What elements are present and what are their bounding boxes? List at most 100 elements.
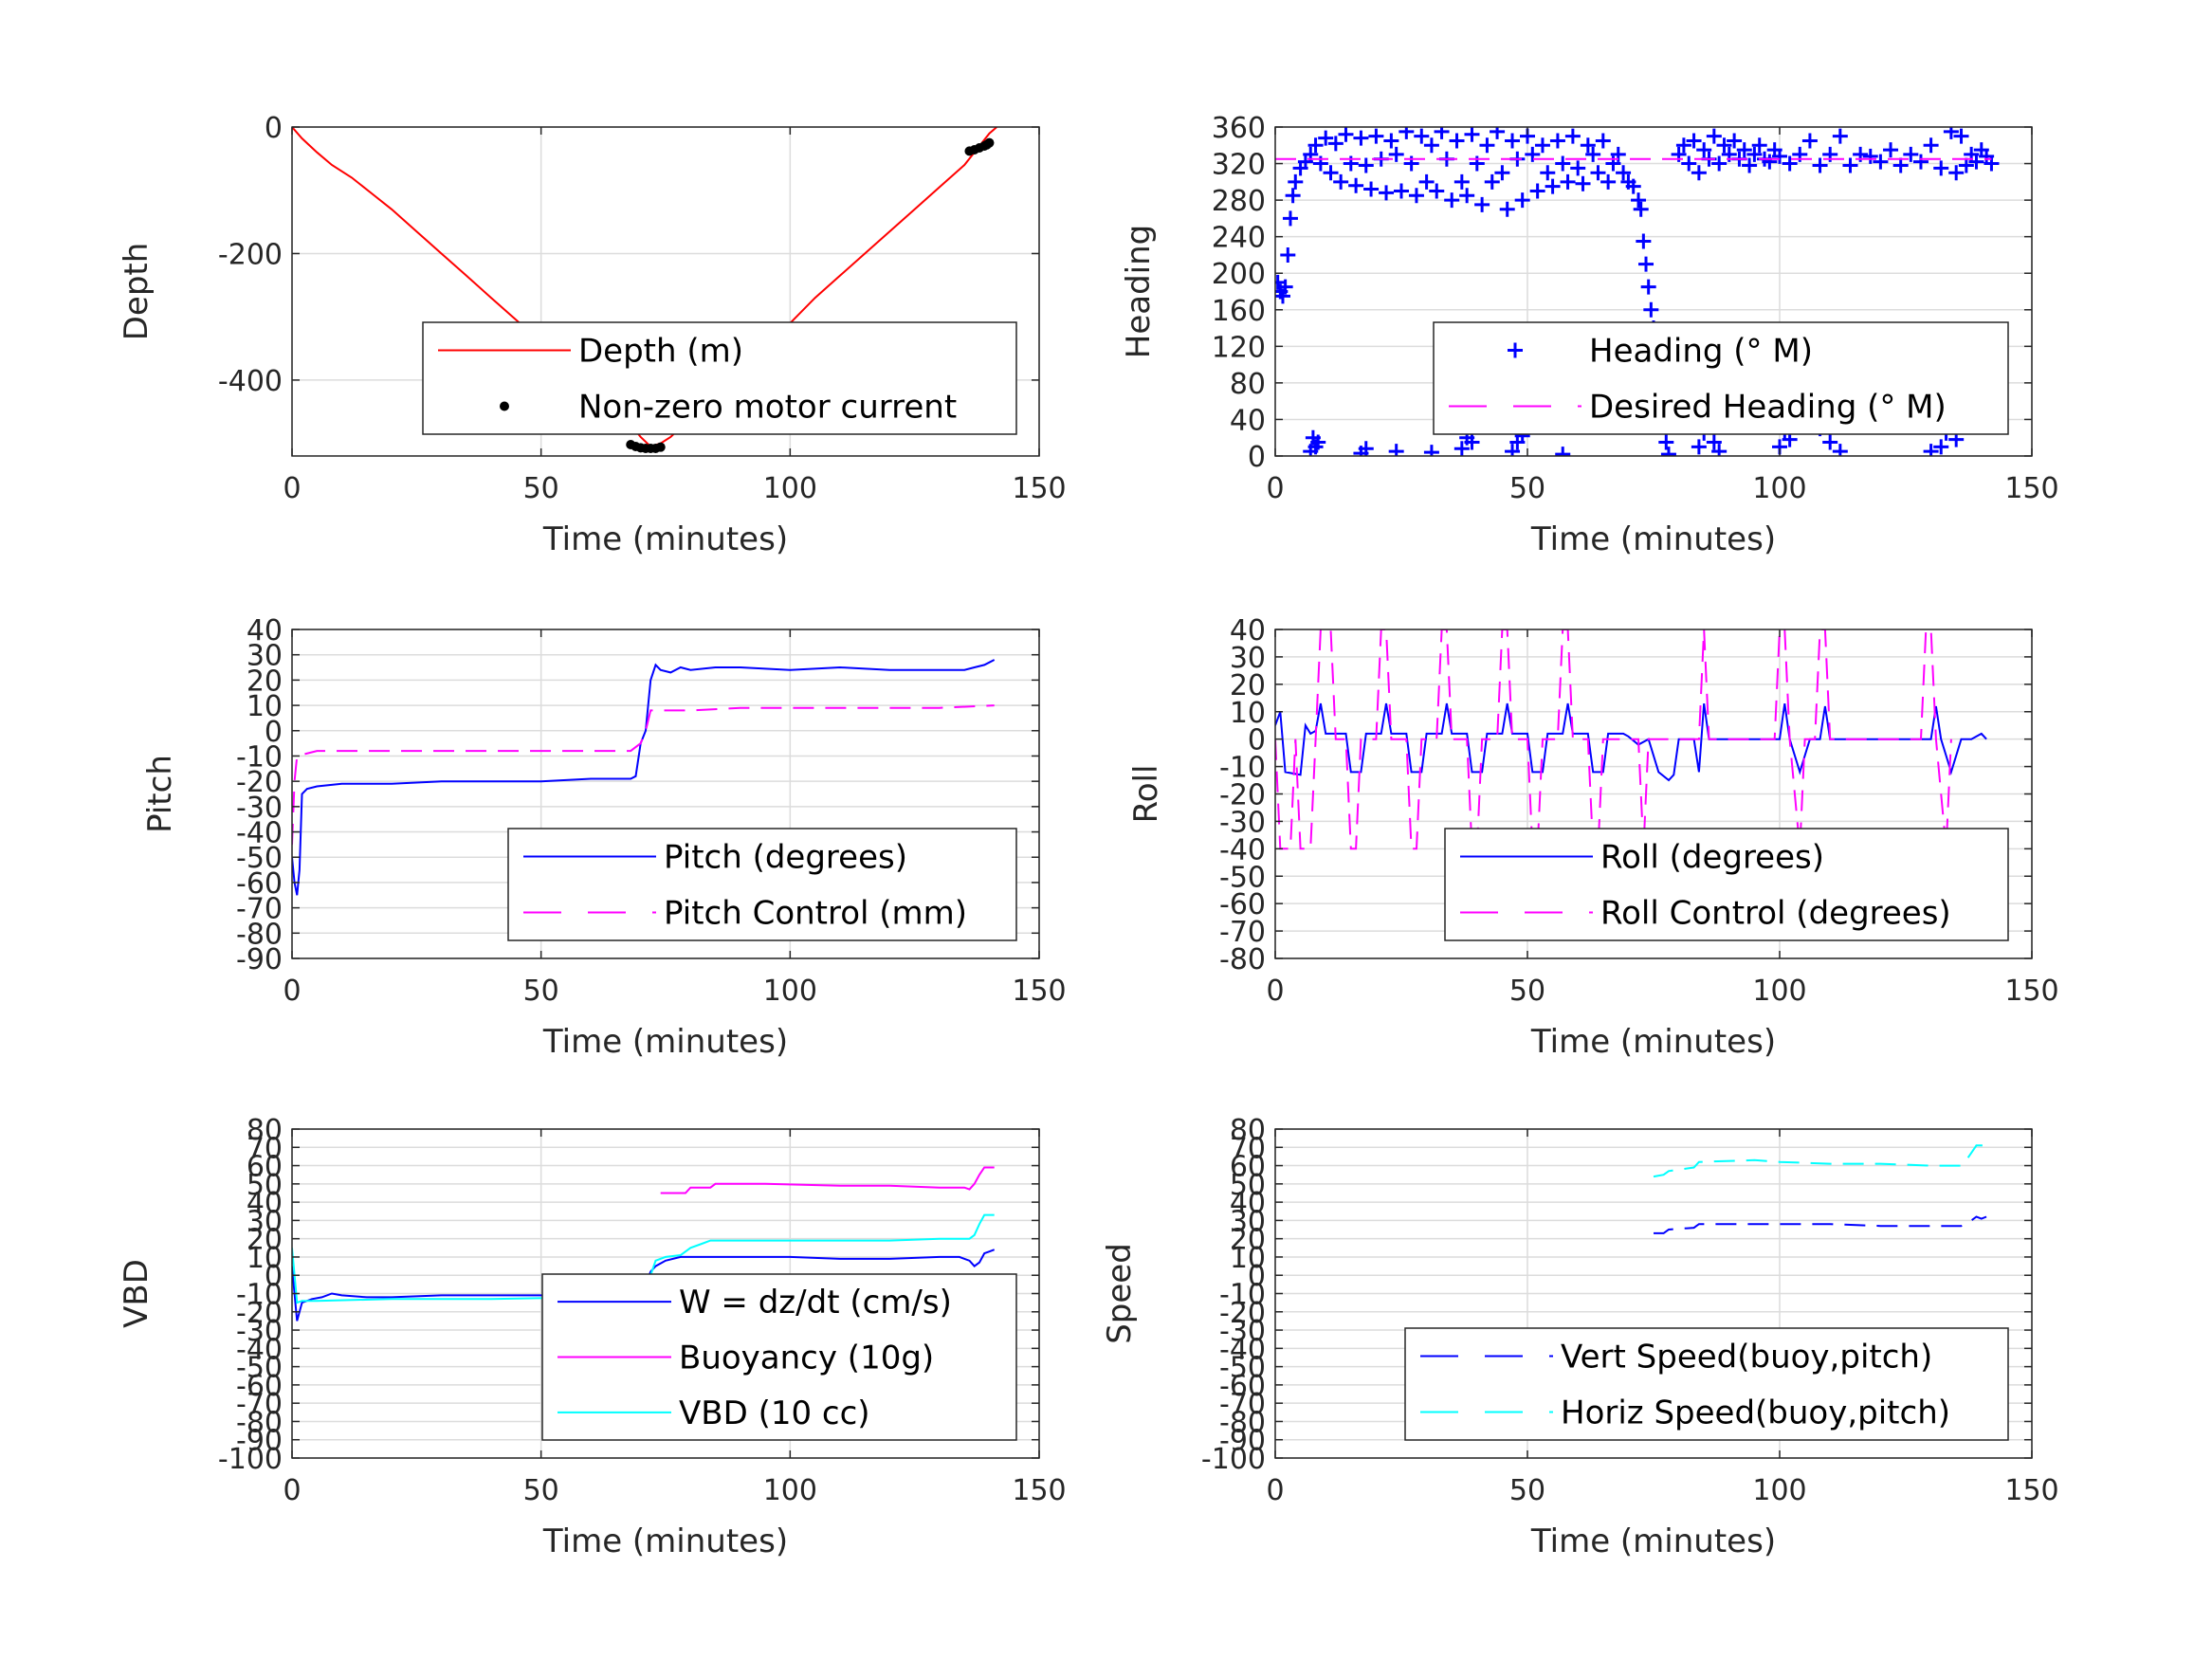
y-tick-label: -40 [236,1333,283,1366]
y-tick-label: -100 [218,1443,283,1476]
series-heading-m-point [1444,192,1460,209]
series-heading-m-point [1288,173,1304,190]
x-tick-label: 50 [1509,975,1545,1008]
y-tick-label: 40 [1230,1187,1266,1220]
series-heading-m-point [1983,155,2000,172]
axes-box [291,126,1040,457]
x-tick-label: 50 [523,472,559,505]
series-heading-m-point [1277,279,1293,295]
x-tick-label: 50 [1509,472,1545,505]
y-tick-label: -10 [1219,752,1266,785]
y-axis-label: VBD [118,1259,155,1328]
legend-box [507,828,1017,941]
y-tick-label: -30 [236,792,283,825]
series-heading-m-point [1464,127,1480,142]
x-tick-label: 0 [283,472,301,505]
legend-swatch [500,401,509,411]
series-heading-m-point [1933,160,1949,176]
series-heading-m-point [1691,439,1707,455]
series-heading-m-point [1633,201,1649,217]
y-tick-label: -60 [1219,1370,1266,1403]
series-heading-m-point [1892,157,1909,173]
series-heading-m-point [1943,127,1959,139]
x-tick-label: 150 [2004,472,2058,505]
x-tick-label: 0 [283,1474,301,1507]
x-tick-label: 0 [1266,1474,1284,1507]
series-heading-m-point [1555,447,1571,456]
y-tick-label: -60 [236,867,283,901]
series-heading-m-point [1453,441,1470,456]
series-heading-m-point [1545,178,1561,194]
series-heading-m-point [1696,142,1712,158]
x-tick-label: 50 [523,975,559,1008]
series-heading-m-point [1862,148,1878,164]
x-tick-label: 0 [1266,975,1284,1008]
series-heading-m-point [1383,133,1399,149]
y-axis-label: Depth [118,243,155,341]
series-heading-m-point [1832,128,1848,144]
legend-label: Pitch (degrees) [664,839,907,877]
y-tick-label: 10 [247,1242,283,1275]
series-group [292,659,996,896]
y-tick-label: -20 [1219,1297,1266,1330]
y-axis-label: Speed [1101,1243,1139,1344]
x-axis-label: Time (minutes) [1530,1023,1776,1061]
y-tick-label: 30 [247,1205,283,1238]
series-heading-m-point [1549,133,1565,149]
series-heading-m-point [1883,142,1899,158]
series-heading-m-point [1711,155,1728,172]
x-tick-label: 100 [763,1474,817,1507]
y-tick-label: 60 [247,1151,283,1184]
series-heading-m-point [1742,157,1758,173]
series-heading-m-point [1534,137,1550,154]
series-heading-m-point [1716,137,1732,154]
legend: Depth (m) Non-zero motor current [422,321,1017,435]
series-heading-m-point [1358,441,1374,456]
series-heading-m-point [1338,127,1354,142]
y-tick-label: -70 [236,893,283,926]
series-heading-m-point [1590,165,1606,181]
pitch-axes: 0 50 100 150403020100-10-20-30-40-50-60-70-… [141,614,1067,1061]
y-tick-label: 0 [1248,441,1266,474]
y-tick-label: 320 [1212,149,1266,182]
series-heading-m-point [1388,444,1404,456]
series-heading-m-point [1923,137,1939,154]
series-heading-m-point [1394,183,1409,199]
legend-label: Pitch Control (mm) [664,895,967,933]
y-tick-label: 10 [1230,1242,1266,1275]
series-heading-m-point [1505,133,1521,149]
x-tick-label: 100 [1752,1474,1806,1507]
legend-box [1444,828,2009,941]
series-heading-m-point [1285,188,1301,204]
series-pitch-control-mm-line [292,704,995,845]
y-tick-label: -100 [1201,1443,1266,1476]
series-heading-m-point [1923,444,1939,456]
series-heading-m-point [1484,173,1500,190]
y-tick-label: 80 [1230,368,1266,401]
series-heading-m-point [1736,142,1752,158]
y-tick-label: -90 [236,1425,283,1458]
series-heading-m-point [1398,127,1415,139]
depth-axes: 0 50 100 150 0 -200 -400 Time (minutes) Depth Dep… [118,112,1067,558]
series-heading-m-point [1686,133,1702,149]
x-axis-label: Time (minutes) [542,520,788,558]
y-tick-label: 20 [247,1224,283,1257]
series-heading-m-point [1479,137,1495,154]
series-heading-m-point [1459,188,1475,204]
y-tick-label: 70 [1230,1132,1266,1165]
y-tick-label: 50 [1230,1169,1266,1202]
series-heading-m-point [1636,233,1652,249]
series-heading-m-point [1505,444,1521,456]
series-heading-m-point [1555,155,1571,172]
series-heading-m-point [1318,130,1334,146]
legend: Heading (° M) Desired Heading (° M) [1433,321,2009,435]
series-heading-m-point [1525,146,1541,162]
series-heading-m-point [1751,137,1767,154]
series-heading-m-point [1958,157,1974,173]
x-tick-label: 150 [1012,975,1066,1008]
y-tick-label: -80 [1219,1406,1266,1439]
legend-label: Desired Heading (° M) [1589,389,1947,427]
series-heading-m-point [1560,173,1576,190]
y-tick-label: -30 [1219,1315,1266,1348]
